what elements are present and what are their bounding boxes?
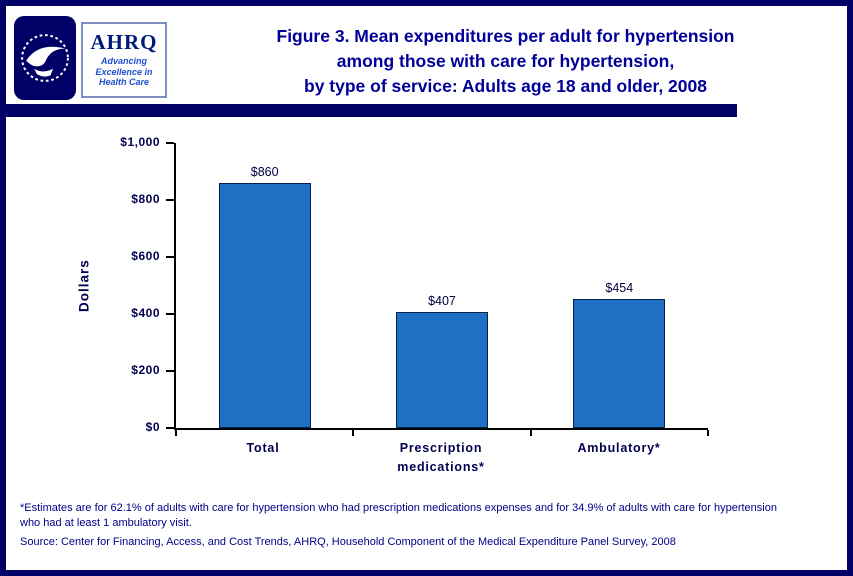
bar-value-label: $407 [428, 294, 456, 309]
footer: *Estimates are for 62.1% of adults with … [20, 501, 833, 551]
y-axis-title: Dollars [76, 259, 92, 312]
y-axis-ticks: $0 $200 $400 $600 $800 $1,000 [98, 135, 174, 434]
figure-title-line: by type of service: Adults age 18 and ol… [304, 75, 707, 96]
source-text: Source: Center for Financing, Access, an… [20, 536, 676, 549]
ahrq-tagline-line: Health Care [98, 77, 149, 88]
y-tick-label: $800 [131, 192, 160, 206]
x-tick-mark [352, 430, 355, 436]
figure-title-line: Figure 3. Mean expenditures per adult fo… [276, 26, 735, 46]
plot-row: $0 $200 $400 $600 $800 $1,000 $860 $407 $454 [98, 135, 709, 436]
y-tick-label: $0 [145, 420, 160, 434]
y-tick-mark [166, 427, 174, 429]
y-tick-label: $1,000 [120, 135, 160, 149]
plot-area: $860 $407 $454 [174, 143, 709, 436]
bar-value-label: $860 [250, 164, 279, 179]
hhs-eagle-icon [21, 34, 69, 82]
bar-value-label: $454 [605, 280, 634, 295]
y-tick-mark [166, 313, 174, 315]
ahrq-tagline-line: Advancing [100, 55, 147, 66]
x-category-label: Ambulatory* [577, 441, 661, 455]
bar-slot: $860 [176, 143, 353, 428]
footnote-text: *Estimates are for 62.1% of adults with … [20, 501, 777, 529]
y-tick-mark [166, 370, 174, 372]
x-tick-mark [529, 430, 532, 436]
x-axis-labels: Total Prescription medications* Ambulatory* [174, 439, 708, 477]
chart-body: $0 $200 $400 $600 $800 $1,000 $860 $407 $454 To… [98, 135, 709, 477]
bar-chart: Dollars $0 $200 $400 $600 $800 $1,000 $860 $40… [70, 135, 847, 477]
y-tick-mark [166, 256, 174, 258]
ahrq-logo: AHRQ Advancing Excellence in Health Care [81, 22, 167, 98]
figure-title-line: among those with care for hypertension, [336, 50, 675, 71]
bar [573, 298, 666, 428]
logo-group: AHRQ Advancing Excellence in Health Care [14, 16, 178, 100]
bar [395, 312, 488, 428]
header: AHRQ Advancing Excellence in Health Care… [6, 6, 847, 104]
header-divider-bar [6, 104, 737, 117]
y-tick-label: $400 [131, 306, 160, 320]
bar-slot: $407 [353, 143, 530, 428]
x-tick-mark [175, 430, 177, 436]
figure-title: Figure 3. Mean expenditures per adult fo… [178, 16, 833, 99]
y-tick-label: $200 [131, 363, 160, 377]
y-tick-mark [166, 142, 174, 144]
hhs-logo [14, 16, 76, 100]
x-category-label: Prescription medications* [397, 441, 485, 474]
x-tick-mark [707, 430, 709, 436]
bar [218, 182, 311, 428]
bar-slot: $454 [531, 143, 708, 428]
y-tick-mark [166, 199, 174, 201]
x-category-label: Total [246, 441, 280, 455]
ahrq-logo-name: AHRQ [90, 29, 158, 54]
y-tick-label: $600 [131, 249, 160, 263]
ahrq-tagline-line: Excellence in [95, 66, 153, 77]
ahrq-tagline: Advancing Excellence in Health Care [95, 56, 152, 88]
